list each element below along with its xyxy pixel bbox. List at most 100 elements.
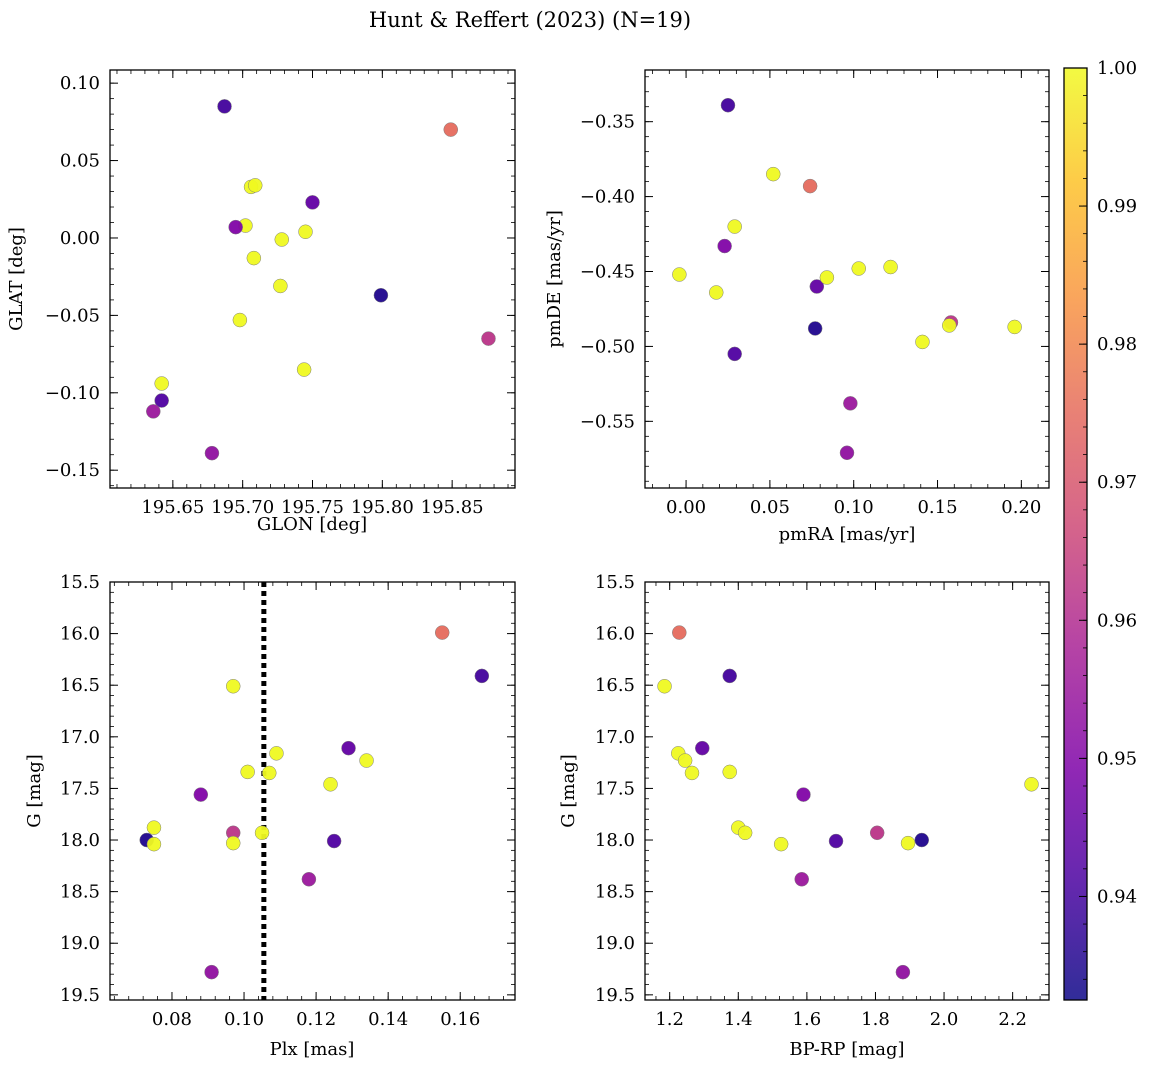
data-point [225,835,241,851]
data-point [684,765,700,781]
data-point [247,178,263,193]
colorbar-tick-label: 0.97 [1097,472,1137,493]
y-tick-label: 16.0 [595,624,635,645]
colorbar-tick-label: 1.00 [1097,58,1137,79]
data-point [843,396,858,411]
data-point [474,668,490,684]
data-point [154,393,169,408]
colorbar: 0.94 0.95 0.96 0.97 0.98 0.99 1.00 [1063,58,1137,1001]
data-point [809,279,825,294]
data-point [727,346,742,362]
y-tick-label: 16.5 [595,675,635,696]
data-point [722,668,737,684]
data-point [240,764,255,780]
colorbar-gradient [1064,68,1087,1000]
data-point [900,835,916,851]
y-tick-label: 15.5 [595,572,635,593]
data-point [228,219,243,235]
data-point [273,278,288,294]
data-point [301,871,317,887]
data-point [274,232,290,247]
data-point [727,219,742,234]
y-tick-label: −0.50 [580,336,635,357]
x-axis-label: BP-RP [mag] [789,1039,904,1060]
colorbar-tick-label: 0.96 [1097,610,1137,631]
data-point [765,166,781,182]
x-tick-label: 0.15 [917,497,957,518]
data-point [341,740,356,756]
y-tick-label: 17.5 [60,778,100,799]
data-point [802,178,818,194]
x-tick-label: 195.65 [141,497,204,518]
y-axis-label: G [mag] [24,754,45,827]
data-point [146,836,162,852]
y-tick-label: −0.10 [45,383,100,404]
data-point [481,331,496,346]
y-tick-label: 0.10 [60,73,100,94]
data-point [296,362,312,377]
y-tick-label: −0.35 [580,112,635,133]
x-axis-label: GLON [deg] [257,514,367,535]
data-point [146,404,161,419]
x-axis-label: pmRA [mas/yr] [779,524,916,545]
x-tick-label: 1.2 [655,1009,684,1030]
data-point [373,288,389,303]
data-point [677,753,693,768]
data-point [326,833,342,849]
data-point [154,376,169,391]
y-tick-label: 19.0 [60,933,100,954]
x-tick-label: 1.6 [793,1009,822,1030]
data-point [657,678,672,694]
y-tick-label: −0.05 [45,305,100,326]
data-point [794,871,809,887]
data-point [193,787,209,802]
y-tick-label: 0.00 [60,228,100,249]
data-point [807,321,823,336]
data-point [708,285,724,300]
data-point [828,833,844,849]
x-tick-label: 2.0 [930,1009,959,1030]
panel-bprp-g: 1.2 1.4 1.6 1.8 2.0 2.2 15.5 16.0 16.5 17.0 17.5 18… [558,572,1050,1060]
y-tick-label: 16.5 [60,675,100,696]
data-point [359,753,374,768]
data-point [819,270,835,285]
y-tick-label: −0.40 [580,187,635,208]
data-point [298,224,313,240]
y-axis-label: G [mag] [558,754,579,827]
x-tick-label: 0.00 [666,497,706,518]
data-point [434,625,450,640]
x-axis-label: Plx [mas] [270,1039,355,1060]
data-point [914,832,930,848]
data-point [672,625,687,640]
data-point [883,259,898,275]
data-point [443,122,459,137]
axes-frame [644,581,1050,1001]
y-tick-label: 18.5 [60,882,100,903]
y-axis-label: pmDE [mas/yr] [544,210,565,348]
data-point [796,787,811,802]
colorbar-tick-label: 0.94 [1097,886,1137,907]
y-tick-label: 17.0 [595,727,635,748]
x-tick-label: 0.14 [368,1009,408,1030]
x-tick-label: 0.12 [296,1009,336,1030]
data-point [1007,319,1022,335]
data-point [1024,777,1039,792]
y-tick-label: −0.15 [45,460,100,481]
y-axis-label: GLAT [deg] [6,227,27,331]
x-tick-label: 195.75 [281,497,344,518]
data-point [720,97,736,113]
x-tick-label: 2.2 [998,1009,1027,1030]
data-point [254,825,270,841]
data-point [717,238,732,254]
y-tick-label: 0.05 [60,151,100,172]
x-tick-label: 195.85 [421,497,484,518]
y-tick-label: 17.0 [60,727,100,748]
data-point [722,764,737,780]
y-tick-label: 19.5 [60,985,100,1006]
data-point [305,195,320,210]
y-tick-label: −0.45 [580,262,635,283]
data-point [146,820,162,835]
data-point [204,445,220,461]
axes-frame [644,69,1050,489]
